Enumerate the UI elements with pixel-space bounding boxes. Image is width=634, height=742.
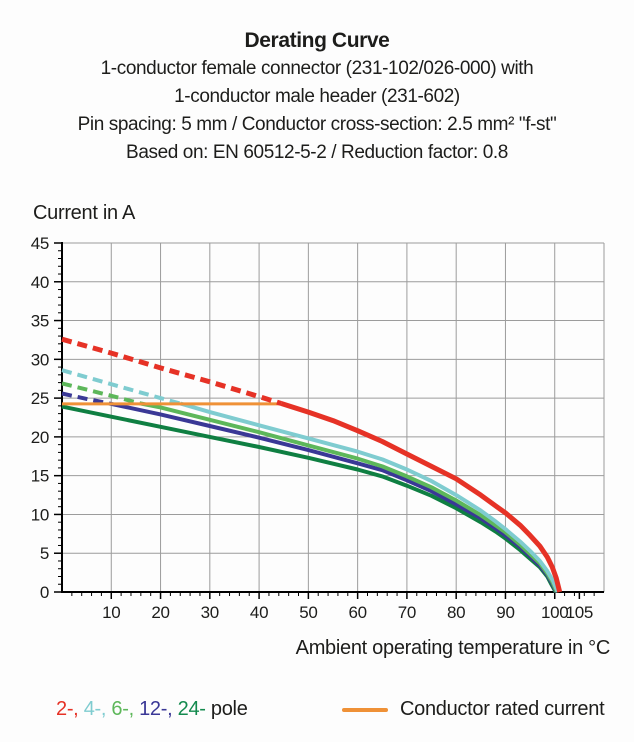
- x-axis-label: Ambient operating temperature in °C: [295, 637, 611, 659]
- page-title: Derating Curve: [244, 29, 390, 52]
- y-tick-label: 40: [31, 273, 49, 292]
- y-tick-label: 25: [31, 389, 49, 408]
- legend-pole-segment: 24-: [177, 698, 211, 720]
- x-tick-label: 100: [541, 603, 568, 622]
- y-tick-label: 5: [40, 544, 49, 563]
- x-tick-label: 90: [496, 603, 514, 622]
- x-tick-label: 70: [398, 603, 416, 622]
- curve-4-pole-dashed: [61, 368, 181, 406]
- y-tick-label: 45: [31, 234, 49, 253]
- y-tick-label: 35: [31, 312, 49, 331]
- y-axis-label: Current in A: [33, 202, 136, 224]
- y-tick-label: 20: [31, 428, 49, 447]
- rated-current-label: Conductor rated current: [400, 698, 605, 720]
- x-tick-label: 60: [348, 603, 366, 622]
- x-tick-label: 20: [151, 603, 169, 622]
- y-tick-label: 0: [40, 583, 49, 602]
- curve-12-pole-dashed: [61, 391, 112, 406]
- legend-pole-counts: 2-, 4-, 6-, 12-, 24- pole: [56, 698, 248, 721]
- y-tick-label: 10: [31, 505, 49, 524]
- legend-pole-suffix: pole: [210, 698, 248, 720]
- x-tick-label: 50: [299, 603, 317, 622]
- legend-pole-segment: 2-,: [56, 698, 84, 720]
- title-block: Derating Curve 1-conductor female connec…: [0, 27, 634, 167]
- subtitle-line-4: Based on: EN 60512-5-2 / Reduction facto…: [126, 142, 508, 163]
- x-tick-label: 105: [566, 603, 593, 622]
- subtitle-line-1: 1-conductor female connector (231-102/02…: [100, 58, 534, 79]
- y-tick-label: 30: [31, 350, 49, 369]
- curve-2-pole-dashed: [61, 336, 283, 406]
- x-tick-label: 30: [201, 603, 219, 622]
- legend-rated-current: Conductor rated current: [342, 698, 605, 721]
- x-tick-label: 80: [447, 603, 465, 622]
- rated-current-line-swatch: [342, 707, 388, 712]
- curve-6-pole-dashed: [61, 381, 142, 406]
- y-tick-label: 15: [31, 467, 49, 486]
- subtitle-line-2: 1-conductor male header (231-602): [174, 86, 460, 107]
- x-tick-label: 40: [250, 603, 268, 622]
- legend-pole-segment: 4-,: [83, 698, 112, 720]
- curve-2-pole-solid: [280, 401, 563, 593]
- legend-pole-segment: 6-,: [111, 698, 140, 720]
- legend-pole-segment: 12-,: [139, 698, 178, 720]
- curve-4-pole-solid: [179, 401, 560, 593]
- curve-6-pole-solid: [140, 401, 559, 593]
- legend-pole-color-segments: 2-, 4-, 6-, 12-, 24-: [56, 698, 211, 720]
- x-tick-label: 10: [102, 603, 120, 622]
- subtitle-line-3: Pin spacing: 5 mm / Conductor cross-sect…: [77, 114, 557, 135]
